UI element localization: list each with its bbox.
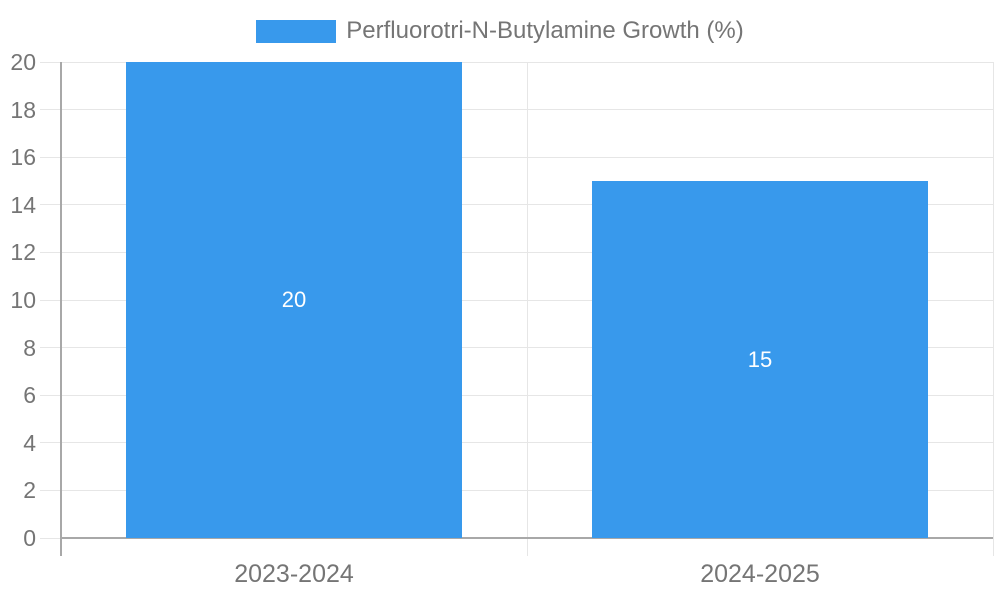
category-gridline — [992, 62, 994, 556]
y-gridline — [40, 442, 993, 444]
y-axis-tick-label: 18 — [10, 96, 36, 123]
bar-value-label: 20 — [281, 287, 307, 312]
y-axis-tick-label: 8 — [23, 334, 36, 361]
y-gridline — [40, 347, 993, 349]
category-gridline — [526, 62, 528, 556]
y-gridline — [40, 299, 993, 301]
y-axis-tick-label: 16 — [10, 144, 36, 171]
legend-swatch — [256, 19, 337, 43]
y-gridline — [40, 61, 993, 63]
y-gridline — [40, 394, 993, 396]
y-axis-tick-label: 12 — [10, 239, 36, 266]
y-gridline — [40, 204, 993, 206]
legend-label: Perfluorotri-N-Butylamine Growth (%) — [346, 17, 744, 44]
x-axis-tick-label: 2023-2024 — [234, 560, 354, 588]
y-axis-line — [60, 62, 62, 556]
y-gridline — [40, 156, 993, 158]
bar[interactable] — [592, 181, 928, 538]
y-axis-tick-label: 0 — [23, 525, 36, 551]
y-axis-tick-label: 10 — [10, 287, 36, 313]
y-axis-tick-label: 14 — [10, 191, 36, 218]
y-gridline — [40, 251, 993, 253]
y-gridline — [40, 109, 993, 111]
y-axis-tick-label: 6 — [23, 382, 36, 409]
y-axis-tick-label: 4 — [23, 429, 36, 456]
x-axis-tick-label: 2024-2025 — [700, 560, 820, 588]
bar[interactable] — [126, 62, 462, 538]
legend[interactable]: Perfluorotri-N-Butylamine Growth (%) — [0, 19, 1000, 43]
y-gridline — [40, 489, 993, 491]
x-axis-line — [61, 537, 993, 539]
bar-value-label: 15 — [747, 346, 773, 372]
y-axis-tick-label: 2 — [23, 477, 36, 504]
y-axis-tick-label: 20 — [10, 49, 36, 75]
